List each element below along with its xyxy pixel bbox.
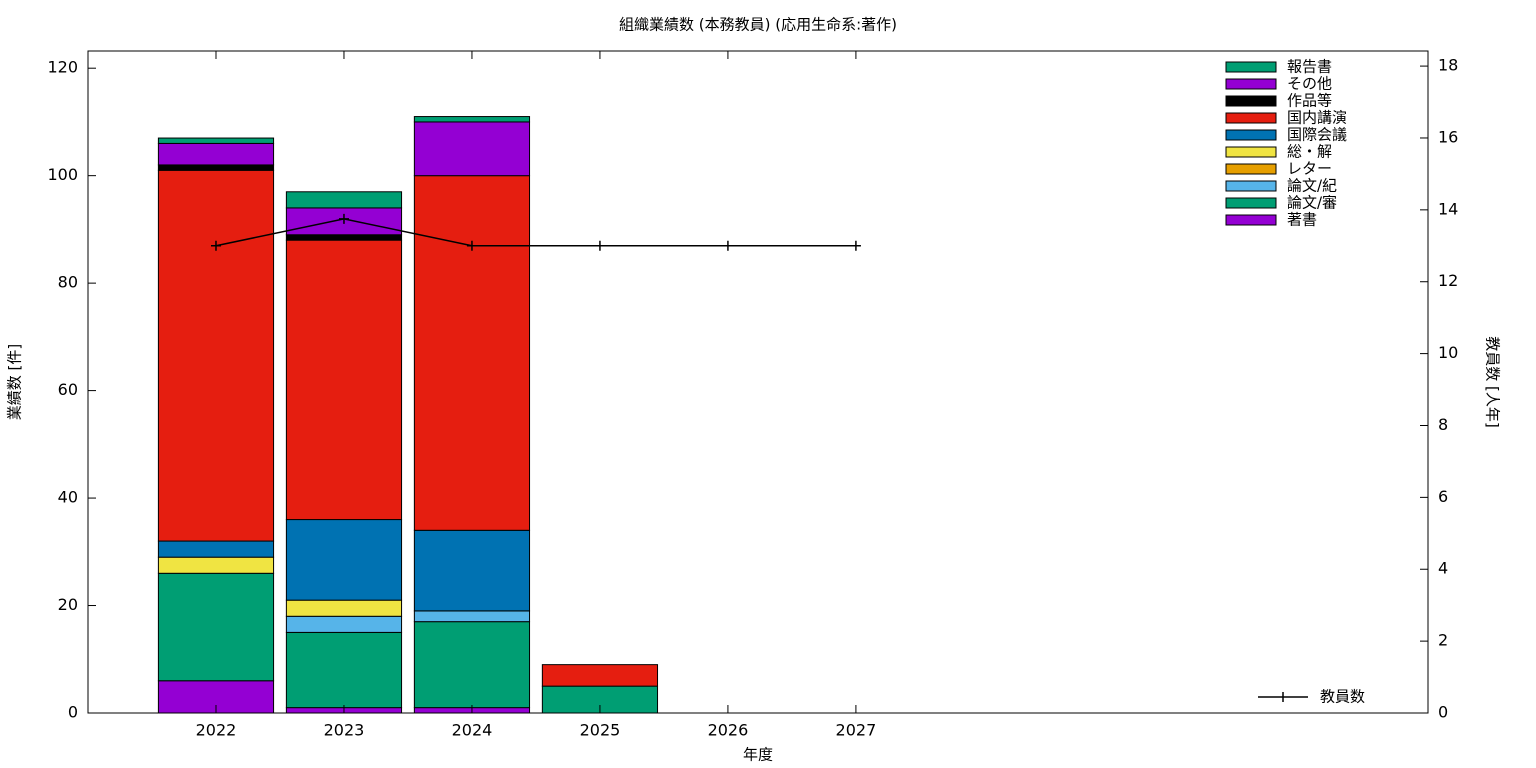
y2-tick-label: 18 [1438,56,1458,75]
bar-segment [413,121,531,177]
legend-label: 著書 [1287,211,1317,229]
x-tick-label: 2026 [708,721,749,740]
bar-segment [157,540,275,558]
y-tick-label: 0 [68,703,78,722]
bar-segment [413,116,531,123]
legend-label: レター [1287,160,1332,178]
y2-tick-label: 16 [1438,127,1458,146]
y2-tick-label: 14 [1438,199,1458,218]
y2-tick-label: 8 [1438,415,1448,434]
legend-swatch [1225,163,1277,175]
bar-segment [285,519,403,601]
legend-swatch [1225,61,1277,73]
legend-label: 論文/紀 [1287,177,1337,195]
y-tick-label: 60 [58,380,78,399]
line-point [210,240,221,251]
bar-segment [157,572,275,682]
legend-label: その他 [1287,75,1332,93]
line-point [338,213,349,224]
y2-axis-label: 教員数 [人年] [1484,336,1502,427]
legend-label: 国内講演 [1287,109,1347,127]
y-tick-label: 80 [58,273,78,292]
chart-title: 組織業績数 (本務教員) (応用生命系:著作) [619,16,897,34]
x-tick-label: 2025 [580,721,621,740]
line-point [850,240,861,251]
bar-segment [285,599,403,617]
legend-label: 教員数 [1320,688,1365,706]
legend-label: 論文/審 [1287,194,1337,212]
bar-segment [285,191,403,209]
bar-segment [413,529,531,612]
x-tick-label: 2024 [452,721,493,740]
y2-tick-label: 2 [1438,631,1448,650]
bar-segment [413,610,531,623]
bar-segment [285,615,403,633]
legend-swatch [1225,129,1277,141]
bar-segment [157,169,275,542]
legend-label: 国際会議 [1287,126,1347,144]
legend-swatch [1225,112,1277,124]
legend-swatch [1225,95,1277,107]
bar-segment [157,164,275,171]
y-tick-label: 20 [58,595,78,614]
line-point [466,240,477,251]
legend-swatch [1225,197,1277,209]
x-tick-label: 2027 [836,721,877,740]
line-series [215,218,856,247]
y2-tick-label: 4 [1438,559,1448,578]
bar-segment [541,664,659,687]
plot-frame [87,50,1429,714]
x-tick-label: 2023 [324,721,365,740]
y2-tick-label: 10 [1438,343,1458,362]
bar-segment [285,234,403,241]
line-point [722,240,733,251]
legend-label: 作品等 [1287,92,1332,110]
y-tick-label: 120 [47,58,78,77]
bar-segment [157,556,275,574]
y2-tick-label: 12 [1438,271,1458,290]
legend-label: 総・解 [1287,143,1332,161]
y2-tick-label: 6 [1438,487,1448,506]
x-tick-label: 2022 [196,721,237,740]
y-axis-label: 業績数 [件] [6,344,24,420]
bar-segment [413,621,531,709]
bar-segment [413,175,531,531]
legend-swatch [1225,180,1277,192]
line-point [594,240,605,251]
legend-line [1258,692,1308,702]
legend-swatch [1225,78,1277,90]
bar-segment [285,207,403,236]
legend-swatch [1225,146,1277,158]
bar-segment [285,239,403,521]
bar-segment [285,631,403,709]
x-axis-label: 年度 [743,746,773,764]
legend-swatch [1225,214,1277,226]
y-tick-label: 100 [47,165,78,184]
y2-tick-label: 0 [1438,703,1448,722]
bar-segment [157,137,275,144]
bar-segment [157,142,275,166]
y-tick-label: 40 [58,488,78,507]
legend-label: 報告書 [1287,58,1332,76]
